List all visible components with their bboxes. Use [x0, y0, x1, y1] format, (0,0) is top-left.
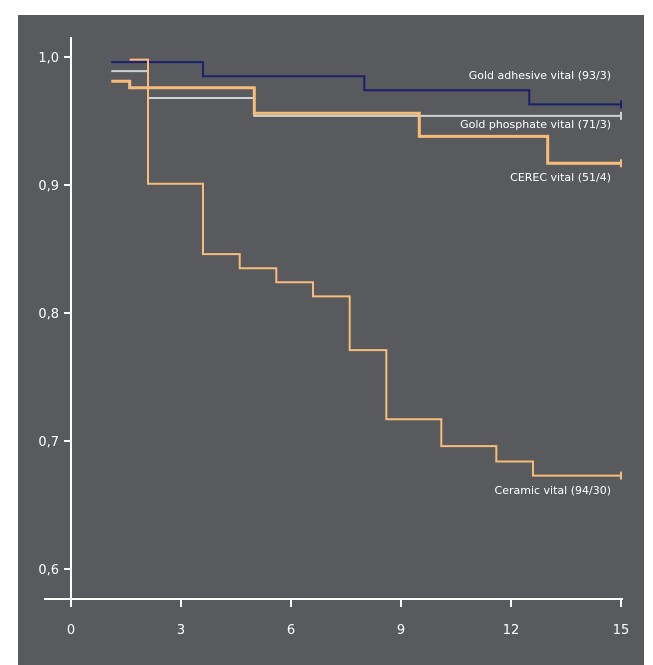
y-tick-label: 1,0	[38, 51, 59, 66]
series-label-ceramic: Ceramic vital (94/30)	[495, 484, 611, 497]
series-label-gold-adhesive: Gold adhesive vital (93/3)	[469, 69, 611, 82]
series-lines	[111, 58, 622, 480]
x-tick-label: 3	[177, 623, 185, 638]
series-label-gold-phosphate: Gold phosphate vital (71/3)	[460, 118, 611, 131]
y-tick-label: 0,6	[38, 563, 59, 578]
x-tick-label: 15	[613, 623, 630, 638]
y-tick-label: 0,8	[38, 307, 59, 322]
series-label-cerec: CEREC vital (51/4)	[510, 171, 611, 184]
plot-background	[18, 15, 644, 665]
x-tick-label: 6	[287, 623, 295, 638]
series-line-ceramic	[129, 58, 621, 477]
y-tick-label: 0,9	[38, 179, 59, 194]
series-line-gold-phosphate	[111, 70, 621, 117]
x-tick-label: 0	[67, 623, 75, 638]
series-labels: Gold adhesive vital (93/3) Gold phosphate…	[460, 69, 611, 497]
series-line-cerec	[111, 79, 621, 165]
chart-canvas: 0,6 0,7 0,8 0,9 1,0 0 3 6 9 12 15 Gold adhesive vi…	[18, 15, 644, 665]
survival-chart: 0,6 0,7 0,8 0,9 1,0 0 3 6 9 12 15 Gold adhesive vi…	[18, 15, 644, 665]
y-tick-label: 0,7	[38, 435, 59, 450]
series-line-gold-adhesive	[111, 61, 621, 106]
x-tick-label: 9	[397, 623, 405, 638]
x-tick-label: 12	[503, 623, 520, 638]
axes: 0,6 0,7 0,8 0,9 1,0 0 3 6 9 12 15	[38, 37, 629, 638]
